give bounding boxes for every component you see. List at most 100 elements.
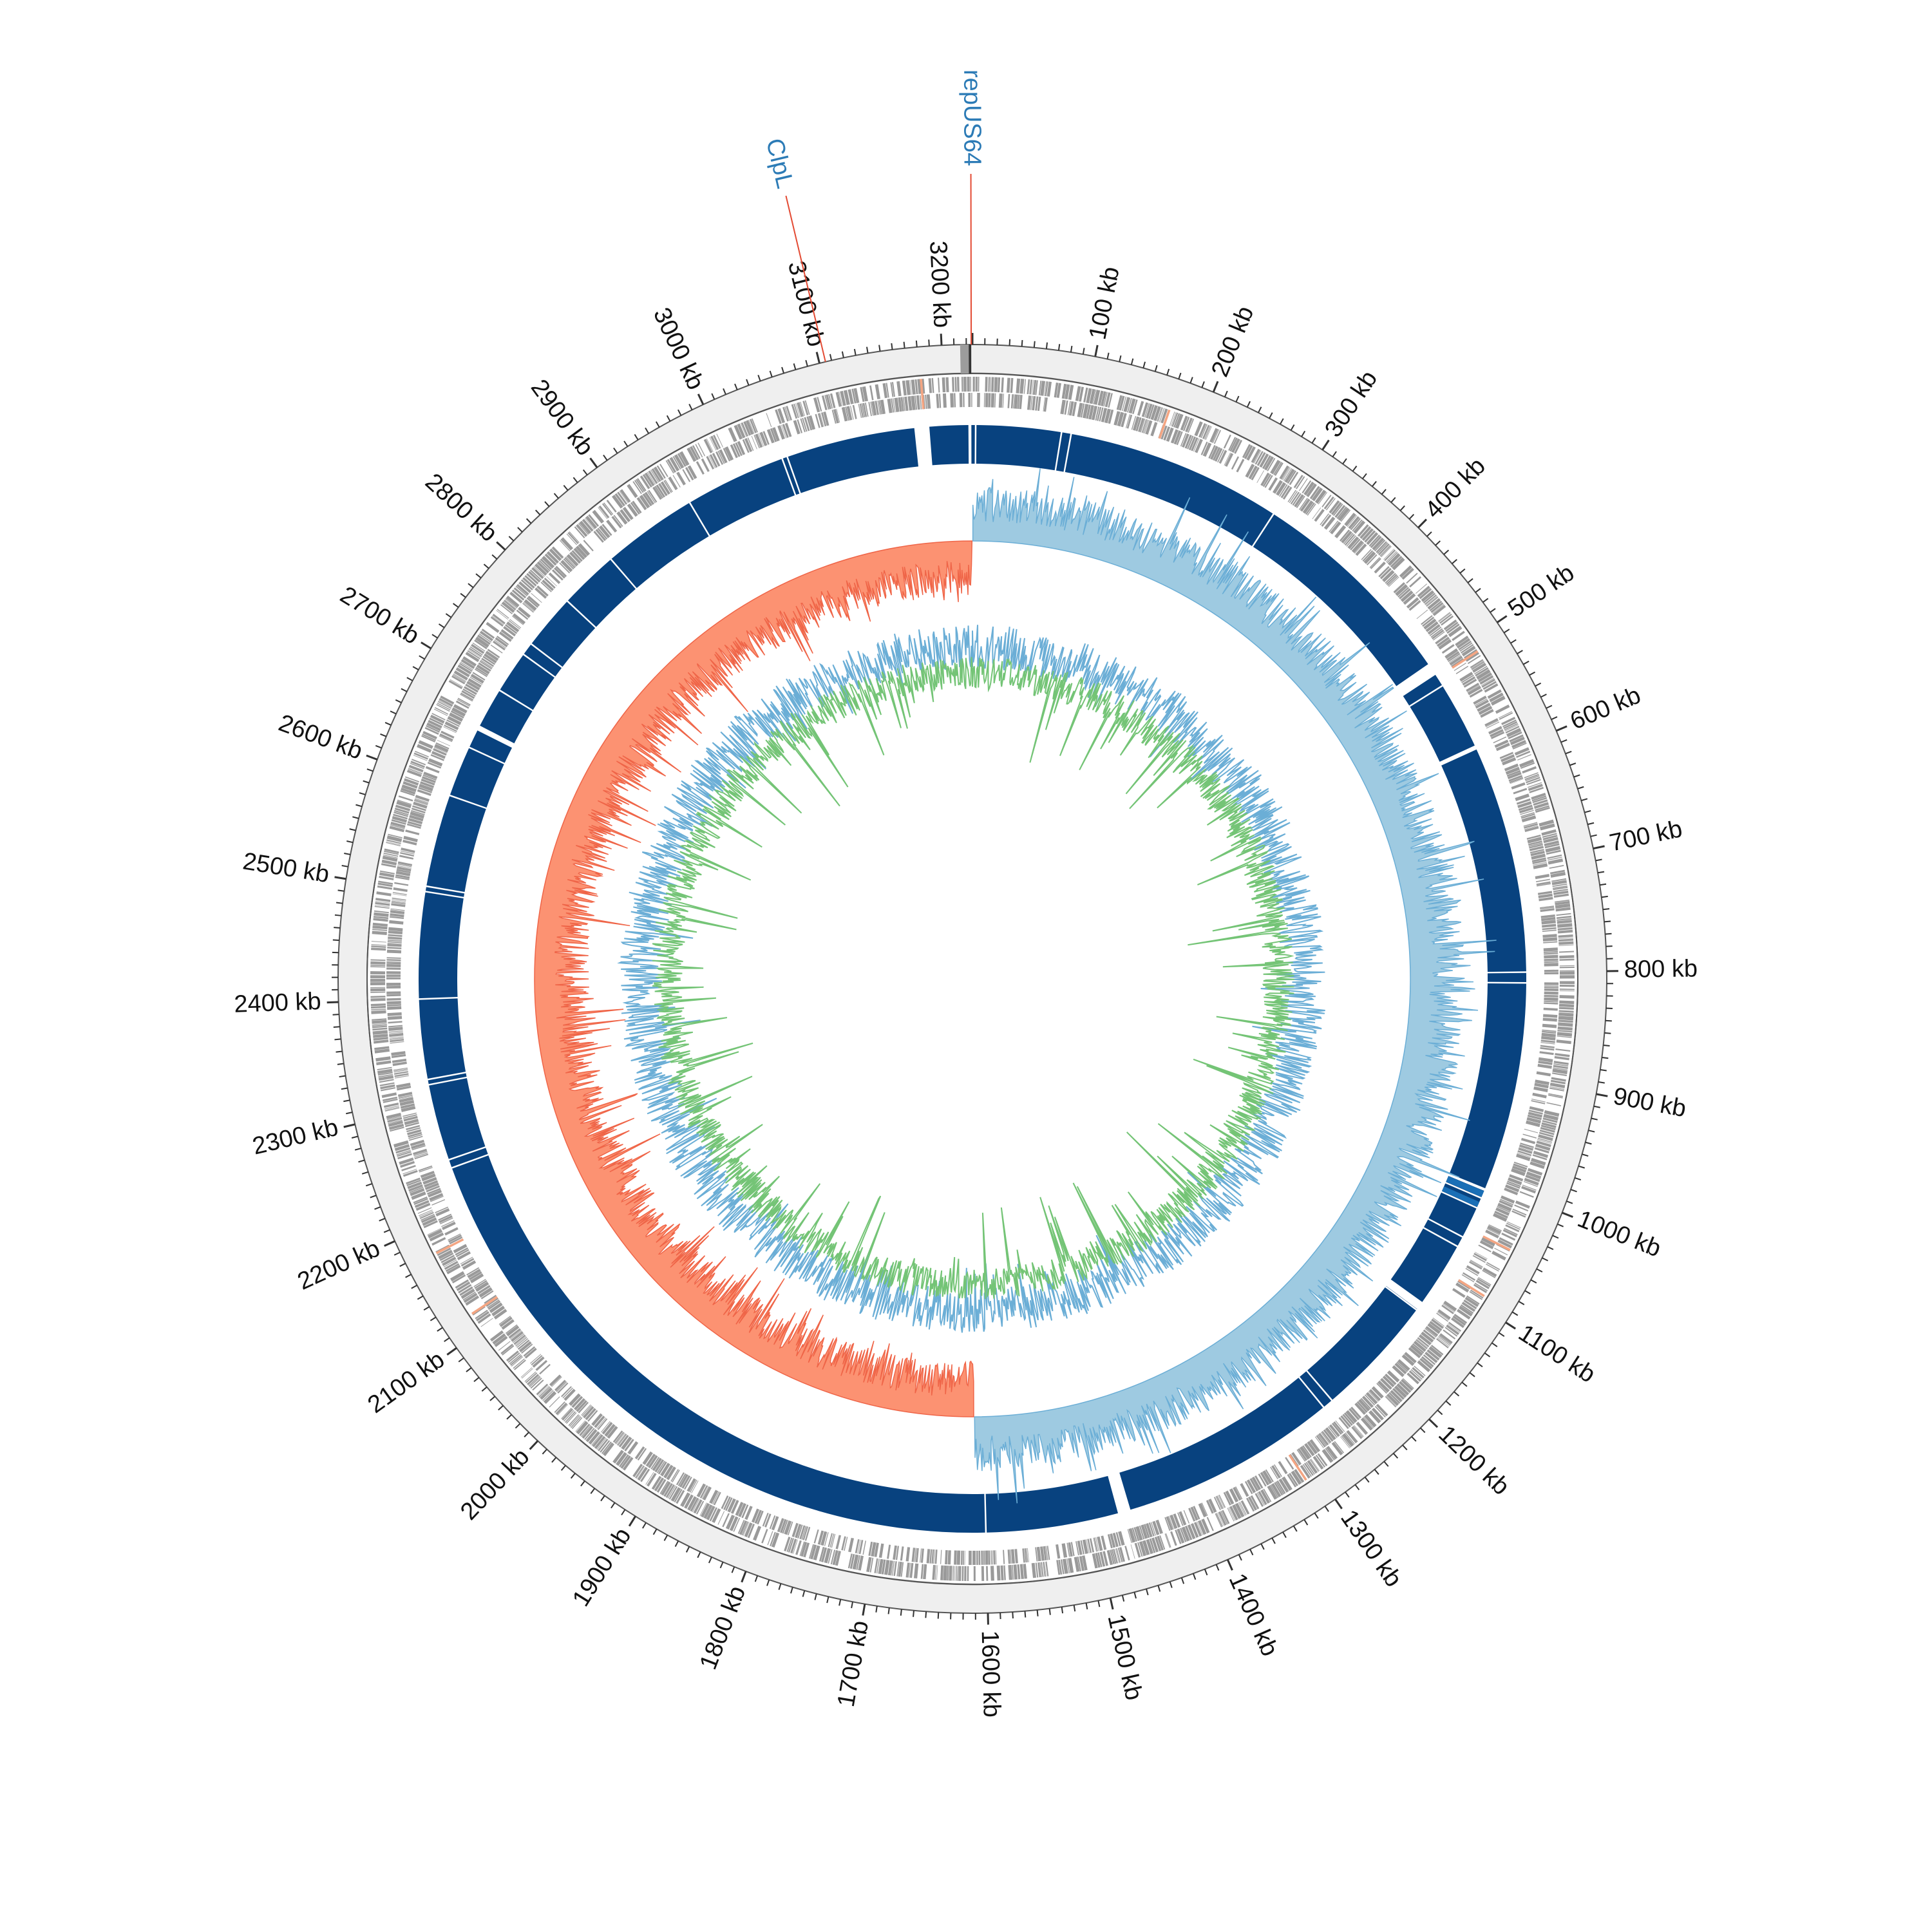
minor-tick bbox=[393, 1251, 401, 1256]
tick-label: 800 kb bbox=[1624, 955, 1698, 983]
minor-tick bbox=[915, 340, 918, 347]
minor-tick bbox=[334, 914, 342, 916]
contig-segment bbox=[428, 1073, 467, 1084]
minor-tick bbox=[851, 1602, 853, 1609]
minor-tick bbox=[1097, 1600, 1101, 1607]
minor-tick bbox=[458, 1357, 464, 1363]
minor-tick bbox=[339, 1075, 346, 1078]
minor-tick bbox=[1372, 480, 1377, 487]
minor-tick bbox=[1595, 858, 1602, 862]
minor-tick bbox=[560, 1464, 566, 1471]
minor-tick bbox=[508, 536, 515, 542]
minor-tick bbox=[769, 370, 773, 377]
minor-tick bbox=[1578, 1165, 1585, 1169]
major-tick bbox=[1593, 845, 1605, 850]
minor-tick bbox=[723, 388, 726, 395]
minor-tick bbox=[829, 354, 833, 361]
minor-tick bbox=[1443, 549, 1450, 555]
minor-tick bbox=[1503, 629, 1510, 634]
minor-tick bbox=[423, 1306, 430, 1311]
contig-segment bbox=[469, 730, 512, 763]
minor-tick bbox=[375, 744, 382, 749]
minor-tick bbox=[790, 1587, 793, 1594]
minor-tick bbox=[652, 1528, 658, 1535]
contig-segment bbox=[1390, 1228, 1457, 1302]
minor-tick bbox=[621, 1509, 626, 1516]
minor-tick bbox=[623, 440, 629, 447]
minor-tick bbox=[1585, 1141, 1592, 1145]
minor-tick bbox=[1352, 466, 1358, 472]
contig-segment bbox=[782, 457, 800, 495]
cds-highlight bbox=[471, 1296, 498, 1315]
minor-tick bbox=[1381, 489, 1387, 495]
minor-tick bbox=[341, 1087, 348, 1090]
minor-tick bbox=[1518, 1300, 1525, 1305]
minor-tick bbox=[417, 1295, 424, 1300]
minor-tick bbox=[590, 1488, 596, 1494]
major-tick bbox=[741, 1571, 747, 1583]
minor-tick bbox=[355, 804, 363, 808]
minor-tick bbox=[1314, 1512, 1319, 1519]
minor-tick bbox=[352, 816, 359, 819]
minor-tick bbox=[332, 1014, 339, 1016]
minor-tick bbox=[826, 1596, 829, 1604]
minor-tick bbox=[1249, 1549, 1254, 1556]
minor-tick bbox=[466, 1367, 472, 1372]
minor-tick bbox=[1106, 352, 1110, 359]
minor-tick bbox=[498, 1405, 504, 1411]
contig-segment bbox=[1428, 1192, 1477, 1236]
minor-tick bbox=[1070, 345, 1073, 353]
minor-tick bbox=[1588, 1130, 1595, 1133]
minor-tick bbox=[1201, 381, 1205, 388]
minor-tick bbox=[1402, 1444, 1408, 1450]
minor-tick bbox=[1490, 608, 1496, 613]
contig-segment bbox=[1403, 674, 1443, 706]
minor-tick bbox=[1178, 372, 1182, 379]
minor-tick bbox=[1591, 1117, 1598, 1121]
minor-tick bbox=[688, 404, 693, 410]
minor-tick bbox=[1482, 598, 1489, 603]
major-tick bbox=[446, 1347, 457, 1356]
minor-tick bbox=[1498, 1332, 1505, 1337]
cds-highlight bbox=[1158, 409, 1171, 439]
minor-tick bbox=[1411, 1436, 1417, 1442]
minor-tick bbox=[517, 527, 523, 533]
minor-tick bbox=[390, 710, 397, 715]
minor-tick bbox=[1061, 1607, 1064, 1614]
minor-tick bbox=[1560, 739, 1567, 743]
minor-tick bbox=[337, 889, 345, 892]
minor-tick bbox=[395, 699, 402, 703]
minor-tick bbox=[411, 1284, 418, 1289]
minor-tick bbox=[359, 792, 366, 795]
minor-tick bbox=[838, 1599, 842, 1606]
minor-tick bbox=[582, 469, 588, 476]
minor-tick bbox=[1383, 1461, 1389, 1467]
minor-tick bbox=[719, 1562, 724, 1569]
contig-segment bbox=[567, 560, 636, 627]
minor-tick bbox=[1280, 418, 1284, 425]
contig-segment bbox=[1424, 1219, 1463, 1246]
minor-tick bbox=[336, 1050, 343, 1053]
minor-tick bbox=[1445, 1400, 1452, 1406]
minor-tick bbox=[1419, 1427, 1426, 1434]
minor-tick bbox=[481, 1386, 488, 1392]
major-tick bbox=[697, 393, 705, 405]
contig-segment bbox=[985, 1475, 1119, 1533]
minor-tick bbox=[401, 688, 408, 692]
minor-tick bbox=[1604, 1032, 1611, 1034]
minor-tick bbox=[384, 722, 392, 726]
minor-tick bbox=[419, 655, 425, 660]
minor-tick bbox=[361, 1171, 369, 1175]
minor-tick bbox=[814, 1593, 817, 1600]
minor-tick bbox=[524, 1432, 529, 1437]
minor-tick bbox=[925, 1611, 927, 1618]
gene-label-leader bbox=[970, 174, 972, 345]
minor-tick bbox=[1342, 458, 1347, 464]
minor-tick bbox=[674, 1540, 679, 1548]
minor-tick bbox=[1204, 1569, 1208, 1576]
contig-segment bbox=[429, 1078, 486, 1159]
gc-content-outer-line bbox=[617, 625, 1325, 1333]
contig-segment bbox=[450, 748, 504, 808]
minor-tick bbox=[366, 768, 374, 772]
